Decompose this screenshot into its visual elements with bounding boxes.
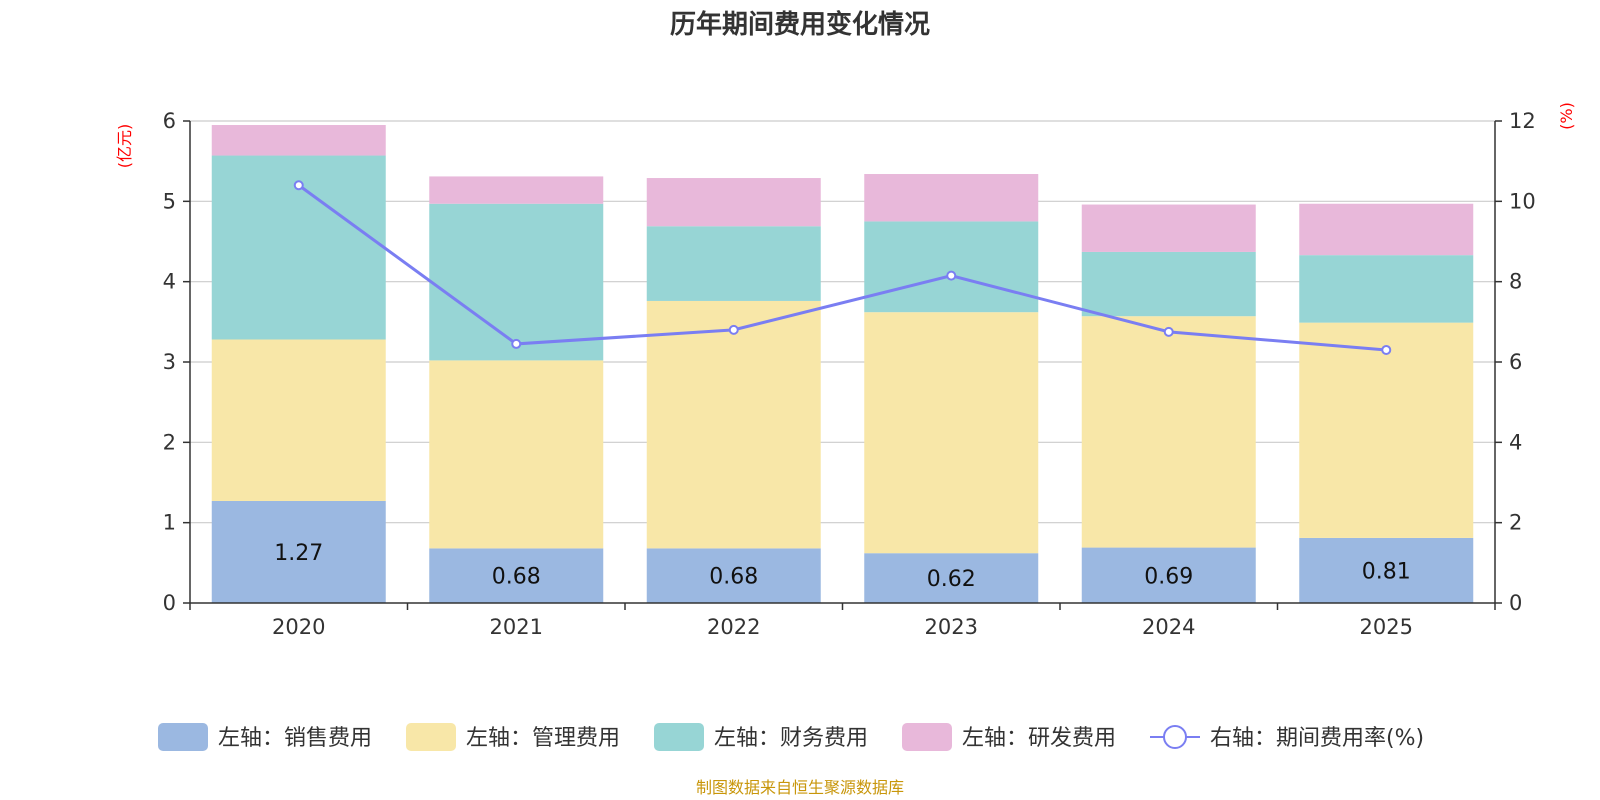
x-axis-tick-label: 2023 bbox=[925, 615, 978, 639]
bar-segment bbox=[211, 500, 386, 603]
source-note: 制图数据来自恒生聚源数据库 bbox=[696, 778, 904, 797]
legend-label: 左轴：财务费用 bbox=[714, 726, 868, 751]
line-point bbox=[1163, 326, 1174, 337]
x-axis-tick-label: 2022 bbox=[707, 615, 760, 639]
bar-segment bbox=[1299, 537, 1474, 603]
legend-label: 左轴：销售费用 bbox=[218, 726, 372, 751]
right-axis-tick-label: 12 bbox=[1509, 109, 1536, 133]
x-axis-tick-label: 2021 bbox=[490, 615, 543, 639]
bar-data-label: 0.81 bbox=[1362, 559, 1411, 584]
x-axis-tick-label: 2025 bbox=[1360, 615, 1413, 639]
line-point bbox=[946, 270, 957, 281]
legend-label: 左轴：研发费用 bbox=[962, 726, 1116, 751]
bar-segment bbox=[646, 178, 821, 227]
line-layer bbox=[293, 180, 1392, 355]
bar-segment bbox=[429, 176, 604, 204]
gridlines bbox=[190, 120, 1495, 524]
x-axis-tick-label: 2020 bbox=[272, 615, 325, 639]
line-point bbox=[293, 180, 304, 191]
bar-segment bbox=[646, 226, 821, 301]
right-axis-unit-label: (%) bbox=[1557, 102, 1576, 130]
chart-title: 历年期间费用变化情况 bbox=[670, 9, 930, 40]
right-axis-tick-label: 6 bbox=[1509, 350, 1522, 374]
legend-line-marker bbox=[1163, 725, 1187, 749]
bar-data-label: 0.68 bbox=[709, 565, 758, 590]
bar-data-label: 0.69 bbox=[1144, 564, 1193, 589]
left-axis-tick-label: 0 bbox=[163, 591, 176, 615]
left-axis-tick-label: 6 bbox=[163, 109, 176, 133]
bar-segment bbox=[1299, 255, 1474, 323]
bar-data-label: 0.62 bbox=[927, 567, 976, 592]
bar-segment bbox=[429, 360, 604, 549]
legend-swatch bbox=[654, 723, 704, 751]
bar-segment bbox=[646, 300, 821, 549]
right-axis-tick-label: 10 bbox=[1509, 189, 1536, 213]
bar-segment bbox=[211, 339, 386, 501]
bar-segment bbox=[1081, 251, 1256, 317]
left-axis-tick-label: 1 bbox=[163, 511, 176, 535]
bar-segment bbox=[646, 548, 821, 603]
bar-data-label: 0.68 bbox=[492, 565, 541, 590]
bar-segment bbox=[1299, 203, 1474, 256]
right-axis-tick-label: 8 bbox=[1509, 270, 1522, 294]
legend-swatch bbox=[902, 723, 952, 751]
x-axis-tick-label: 2024 bbox=[1142, 615, 1195, 639]
line-point bbox=[1381, 344, 1392, 355]
bar-segment bbox=[1081, 316, 1256, 548]
bar-segment bbox=[429, 203, 604, 361]
bar-segment bbox=[864, 312, 1039, 554]
left-axis-tick-label: 2 bbox=[163, 430, 176, 454]
bar-segment bbox=[1081, 547, 1256, 603]
left-axis-tick-label: 3 bbox=[163, 350, 176, 374]
legend-label: 左轴：管理费用 bbox=[466, 726, 620, 751]
bar-layer bbox=[211, 125, 1474, 603]
legend: 左轴：销售费用 左轴：管理费用 左轴：财务费用 左轴：研发费用 右轴：期间费用率(%) bbox=[158, 723, 1424, 751]
bar-segment bbox=[429, 548, 604, 603]
right-axis-tick-label: 0 bbox=[1509, 591, 1522, 615]
left-axis-tick-label: 4 bbox=[163, 270, 176, 294]
bar-segment bbox=[864, 174, 1039, 222]
legend-swatch bbox=[158, 723, 208, 751]
bar-segment bbox=[864, 221, 1039, 313]
bar-data-label: 1.27 bbox=[274, 541, 323, 566]
left-axis-unit-label: (亿元) bbox=[115, 124, 134, 169]
bar-segment bbox=[864, 553, 1039, 603]
bar-segment bbox=[1081, 204, 1256, 252]
bar-segment bbox=[211, 125, 386, 156]
line-point bbox=[728, 324, 739, 335]
line-point bbox=[511, 338, 522, 349]
bar-segment bbox=[1299, 322, 1474, 538]
legend-swatch bbox=[406, 723, 456, 751]
data-labels: 1.27 0.68 0.68 0.62 0.69 0.81 bbox=[274, 541, 1410, 592]
line-series-path bbox=[297, 184, 1387, 352]
right-axis-tick-label: 4 bbox=[1509, 430, 1522, 454]
left-axis-tick-label: 5 bbox=[163, 189, 176, 213]
legend-label: 右轴：期间费用率(%) bbox=[1210, 726, 1424, 751]
right-axis-tick-label: 2 bbox=[1509, 511, 1522, 535]
